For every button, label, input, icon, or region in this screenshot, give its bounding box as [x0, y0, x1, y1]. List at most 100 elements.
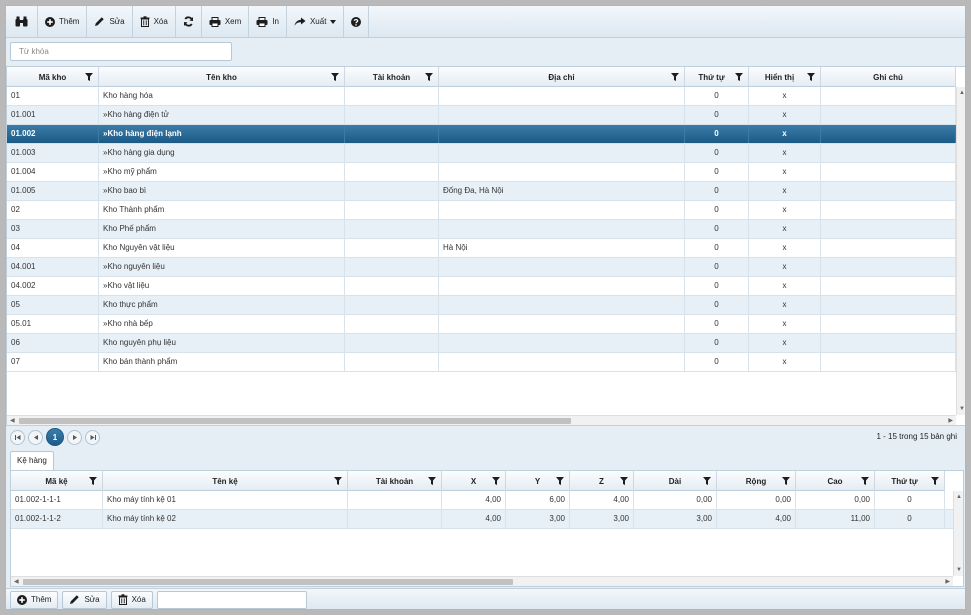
- column-header-code[interactable]: Mã kho: [7, 67, 99, 87]
- table-row[interactable]: 05.01 »Kho nhà bếp 0 x: [7, 315, 956, 334]
- view-button[interactable]: Xem: [202, 6, 250, 37]
- filter-icon[interactable]: [492, 477, 500, 485]
- column-header-shelf-name[interactable]: Tên kệ: [103, 471, 348, 491]
- next-page-button[interactable]: [67, 429, 82, 445]
- shelf-add-button[interactable]: Thêm: [10, 590, 59, 609]
- cell-code: 01.005: [7, 182, 99, 200]
- shelf-horizontal-scrollbar[interactable]: ◀ ▶: [11, 576, 953, 586]
- column-header-z[interactable]: Z: [570, 471, 634, 491]
- scroll-down-arrow-icon[interactable]: ▼: [956, 567, 962, 573]
- cell-order: 0: [685, 258, 749, 276]
- filter-icon[interactable]: [425, 73, 433, 81]
- table-row[interactable]: 01.002-1-1-1 Kho máy tính kệ 01 4,00 6,00 4,…: [11, 491, 953, 510]
- shelf-edit-button[interactable]: Sửa: [62, 590, 107, 609]
- cell-address: [439, 334, 685, 352]
- table-row[interactable]: 06 Kho nguyên phụ liệu 0 x: [7, 334, 956, 353]
- table-row[interactable]: 01 Kho hàng hóa 0 x: [7, 87, 956, 106]
- table-row[interactable]: 01.002 »Kho hàng điện lạnh 0 x: [7, 125, 956, 144]
- filter-icon[interactable]: [331, 73, 339, 81]
- cell-code: 01: [7, 87, 99, 105]
- filter-icon[interactable]: [807, 73, 815, 81]
- column-header-length[interactable]: Dài: [634, 471, 717, 491]
- column-header-shelf-order[interactable]: Thứ tự: [875, 471, 945, 491]
- table-row[interactable]: 01.003 »Kho hàng gia dụng 0 x: [7, 144, 956, 163]
- table-row[interactable]: 04.001 »Kho nguyên liệu 0 x: [7, 258, 956, 277]
- cell-address: [439, 87, 685, 105]
- scroll-left-arrow-icon[interactable]: ◀: [10, 418, 15, 424]
- prev-page-button[interactable]: [28, 429, 43, 445]
- filter-icon[interactable]: [735, 73, 743, 81]
- add-button[interactable]: Thêm: [38, 6, 88, 37]
- table-row[interactable]: 01.005 »Kho bao bì Đống Đa, Hà Nội 0 x: [7, 182, 956, 201]
- table-row[interactable]: 02 Kho Thành phẩm 0 x: [7, 201, 956, 220]
- shelf-vertical-scrollbar[interactable]: ▲ ▼: [953, 491, 963, 576]
- column-header-address[interactable]: Địa chỉ: [439, 67, 685, 87]
- column-header-y[interactable]: Y: [506, 471, 570, 491]
- scroll-right-arrow-icon[interactable]: ▶: [948, 418, 953, 424]
- bottom-toolbar: Thêm Sửa Xóa: [6, 588, 965, 609]
- cell-z: 4,00: [570, 491, 634, 509]
- filter-icon[interactable]: [428, 477, 436, 485]
- scroll-up-arrow-icon[interactable]: ▲: [956, 494, 962, 500]
- table-row[interactable]: 04 Kho Nguyên vật liệu Hà Nội 0 x: [7, 239, 956, 258]
- column-header-height[interactable]: Cao: [796, 471, 875, 491]
- search-input[interactable]: [10, 42, 232, 61]
- scroll-right-arrow-icon[interactable]: ▶: [945, 579, 950, 585]
- filter-icon[interactable]: [89, 477, 97, 485]
- page-button-current[interactable]: 1: [46, 428, 64, 446]
- cell-note: [821, 239, 956, 257]
- bottom-bar-input[interactable]: [156, 590, 307, 609]
- column-header-shelf-account[interactable]: Tài khoản: [348, 471, 442, 491]
- column-header-width[interactable]: Rộng: [717, 471, 796, 491]
- cell-code: 04.002: [7, 277, 99, 295]
- table-row[interactable]: 07 Kho bán thành phẩm 0 x: [7, 353, 956, 372]
- table-row[interactable]: 01.001 »Kho hàng điện tử 0 x: [7, 106, 956, 125]
- table-row[interactable]: 01.004 »Kho mỹ phẩm 0 x: [7, 163, 956, 182]
- cell-address: [439, 296, 685, 314]
- scroll-left-arrow-icon[interactable]: ◀: [14, 579, 19, 585]
- table-row[interactable]: 04.002 »Kho vật liệu 0 x: [7, 277, 956, 296]
- warehouse-grid-body: 01 Kho hàng hóa 0 x 01.001 »Kho hàng điện tử 0…: [7, 87, 956, 372]
- scrollbar-thumb[interactable]: [19, 418, 571, 424]
- first-page-button[interactable]: [10, 429, 25, 445]
- filter-icon[interactable]: [861, 477, 869, 485]
- filter-icon[interactable]: [671, 73, 679, 81]
- table-row[interactable]: 05 Kho thực phẩm 0 x: [7, 296, 956, 315]
- pagination: 1 1 - 15 trong 15 bản ghi: [6, 426, 965, 448]
- filter-icon[interactable]: [703, 477, 711, 485]
- filter-icon[interactable]: [556, 477, 564, 485]
- column-header-note[interactable]: Ghi chú: [821, 67, 956, 87]
- table-row[interactable]: 03 Kho Phế phẩm 0 x: [7, 220, 956, 239]
- help-button[interactable]: [344, 6, 370, 37]
- delete-button[interactable]: Xóa: [133, 6, 176, 37]
- tab-shelves[interactable]: Kệ hàng: [10, 451, 54, 470]
- warehouse-vertical-scrollbar[interactable]: ▲ ▼: [956, 87, 965, 415]
- filter-icon[interactable]: [931, 477, 939, 485]
- column-header-label: Cao: [827, 476, 843, 486]
- print-button[interactable]: In: [249, 6, 287, 37]
- export-dropdown-button[interactable]: Xuất: [287, 6, 345, 37]
- last-page-button[interactable]: [85, 429, 100, 445]
- column-header-x[interactable]: X: [442, 471, 506, 491]
- edit-button[interactable]: Sửa: [87, 6, 133, 37]
- refresh-button[interactable]: [176, 6, 202, 37]
- warehouse-horizontal-scrollbar[interactable]: ◀ ▶: [7, 415, 956, 425]
- column-header-visible[interactable]: Hiển thị: [749, 67, 821, 87]
- scroll-down-arrow-icon[interactable]: ▼: [959, 406, 965, 412]
- shelf-delete-button[interactable]: Xóa: [110, 590, 153, 609]
- column-header-account[interactable]: Tài khoản: [345, 67, 439, 87]
- filter-icon[interactable]: [334, 477, 342, 485]
- filter-icon[interactable]: [85, 73, 93, 81]
- table-row[interactable]: 01.002-1-1-2 Kho máy tính kệ 02 4,00 3,00 3,…: [11, 510, 953, 529]
- column-header-shelf-code[interactable]: Mã kệ: [11, 471, 103, 491]
- cell-code: 01.002-1-1-2: [11, 510, 103, 528]
- search-binoculars-button[interactable]: [6, 6, 38, 37]
- filter-icon[interactable]: [620, 477, 628, 485]
- column-header-label: X: [470, 476, 477, 486]
- column-header-order[interactable]: Thứ tự: [685, 67, 749, 87]
- scroll-up-arrow-icon[interactable]: ▲: [959, 90, 965, 96]
- scrollbar-thumb[interactable]: [23, 579, 513, 585]
- filter-icon[interactable]: [782, 477, 790, 485]
- cell-account: [345, 258, 439, 276]
- column-header-name[interactable]: Tên kho: [99, 67, 345, 87]
